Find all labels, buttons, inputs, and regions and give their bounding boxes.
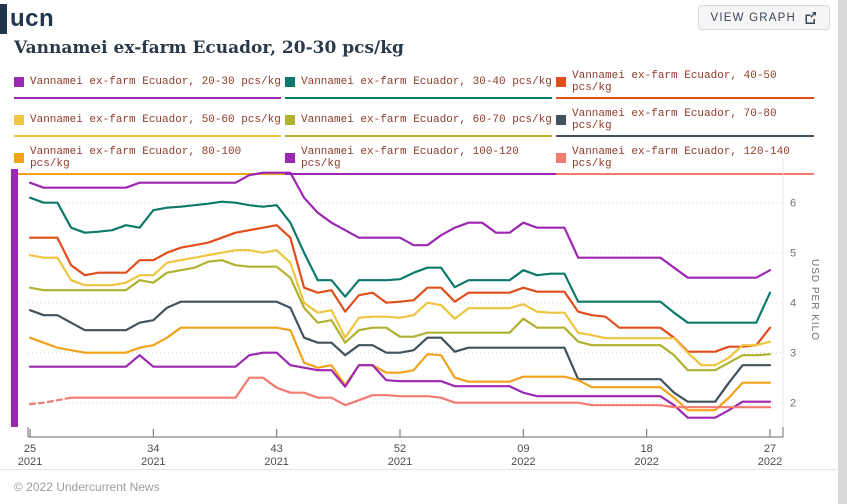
- x-tick-week-43-2021: 43: [271, 443, 283, 455]
- legend-label-30-40: Vannamei ex-farm Ecuador, 30-40 pcs/kg: [301, 76, 552, 88]
- page-title: Vannamei ex-farm Ecuador, 20-30 pcs/kg: [14, 38, 404, 58]
- series-line-50-60[interactable]: [28, 249, 772, 367]
- x-tick-year-25-2021: 2021: [18, 456, 42, 468]
- ucn-logo[interactable]: ucn: [0, 4, 54, 34]
- legend-item-30-40[interactable]: Vannamei ex-farm Ecuador, 30-40 pcs/kg: [285, 70, 552, 99]
- x-tick-week-34-2021: 34: [147, 443, 159, 455]
- y-tick-label-2: 2: [790, 398, 796, 410]
- legend-swatch-20-30: [14, 77, 24, 87]
- legend-label-120-140: Vannamei ex-farm Ecuador, 120-140 pcs/kg: [572, 146, 790, 170]
- x-tick-week-27-2022: 27: [764, 443, 776, 455]
- legend-label-70-80: Vannamei ex-farm Ecuador, 70-80 pcs/kg: [572, 108, 777, 132]
- legend-label-60-70: Vannamei ex-farm Ecuador, 60-70 pcs/kg: [301, 114, 552, 126]
- legend-item-20-30[interactable]: Vannamei ex-farm Ecuador, 20-30 pcs/kg: [14, 70, 281, 99]
- left-accent-bar: [11, 169, 18, 427]
- view-graph-label: VIEW GRAPH: [710, 11, 796, 24]
- ucn-logo-bar: [0, 4, 7, 34]
- y-axis-title: USD PER KILO: [809, 259, 820, 341]
- x-tick-year-52-2021: 2021: [388, 456, 412, 468]
- legend-label-40-50: Vannamei ex-farm Ecuador, 40-50 pcs/kg: [572, 70, 777, 94]
- series-line-60-70[interactable]: [28, 259, 772, 372]
- x-tick-week-18-2022: 18: [641, 443, 653, 455]
- legend-swatch-50-60: [14, 115, 24, 125]
- legend-item-100-120[interactable]: Vannamei ex-farm Ecuador, 100-120 pcs/kg: [285, 146, 556, 175]
- y-tick-label-3: 3: [790, 348, 796, 360]
- x-tick-year-18-2022: 2022: [634, 456, 658, 468]
- series-line-120-140[interactable]: [70, 376, 772, 409]
- series-line-30-40[interactable]: [28, 196, 772, 324]
- series-line-70-80[interactable]: [28, 300, 772, 403]
- legend-swatch-120-140: [556, 153, 566, 163]
- x-tick-year-43-2021: 2021: [264, 456, 288, 468]
- x-tick-year-27-2022: 2022: [758, 456, 782, 468]
- legend-item-60-70[interactable]: Vannamei ex-farm Ecuador, 60-70 pcs/kg: [285, 108, 552, 137]
- external-link-icon: [805, 12, 816, 24]
- legend-label-50-60: Vannamei ex-farm Ecuador, 50-60 pcs/kg: [30, 114, 281, 126]
- page-edge-strip: [838, 0, 847, 504]
- legend-label-20-30: Vannamei ex-farm Ecuador, 20-30 pcs/kg: [30, 76, 281, 88]
- legend-label-80-100: Vannamei ex-farm Ecuador, 80-100 pcs/kg: [30, 146, 242, 170]
- price-line-chart: 2345625202134202143202152202109202218202…: [11, 158, 820, 468]
- x-tick-week-09-2022: 09: [517, 443, 529, 455]
- series-line-100-120[interactable]: [28, 351, 772, 419]
- legend-item-50-60[interactable]: Vannamei ex-farm Ecuador, 50-60 pcs/kg: [14, 108, 281, 137]
- legend-label-100-120: Vannamei ex-farm Ecuador, 100-120 pcs/kg: [301, 146, 519, 170]
- legend-swatch-100-120: [285, 153, 295, 163]
- view-graph-button[interactable]: VIEW GRAPH: [697, 5, 830, 30]
- legend-item-70-80[interactable]: Vannamei ex-farm Ecuador, 70-80 pcs/kg: [556, 108, 814, 137]
- series-line-120-140-dashed[interactable]: [28, 396, 73, 406]
- x-tick-week-25-2021: 25: [24, 443, 36, 455]
- ucn-logo-text: ucn: [10, 5, 55, 32]
- copyright-text: © 2022 Undercurrent News: [14, 480, 160, 494]
- legend-swatch-70-80: [556, 115, 566, 125]
- x-tick-week-52-2021: 52: [394, 443, 406, 455]
- y-tick-label-4: 4: [790, 298, 796, 310]
- legend-swatch-40-50: [556, 77, 566, 87]
- legend-swatch-80-100: [14, 153, 24, 163]
- chart-legend: Vannamei ex-farm Ecuador, 20-30 pcs/kg Va…: [14, 70, 814, 175]
- x-tick-year-34-2021: 2021: [141, 456, 165, 468]
- footer-bar: © 2022 Undercurrent News: [0, 469, 838, 504]
- y-tick-label-5: 5: [790, 248, 796, 260]
- series-line-40-50[interactable]: [28, 224, 772, 353]
- series-line-20-30[interactable]: [28, 171, 772, 279]
- y-tick-label-6: 6: [790, 198, 796, 210]
- legend-item-120-140[interactable]: Vannamei ex-farm Ecuador, 120-140 pcs/kg: [556, 146, 814, 175]
- legend-item-80-100[interactable]: Vannamei ex-farm Ecuador, 80-100 pcs/kg: [14, 146, 285, 175]
- x-tick-year-09-2022: 2022: [511, 456, 535, 468]
- legend-swatch-60-70: [285, 115, 295, 125]
- legend-swatch-30-40: [285, 77, 295, 87]
- series-line-80-100[interactable]: [28, 326, 772, 412]
- legend-item-40-50[interactable]: Vannamei ex-farm Ecuador, 40-50 pcs/kg: [556, 70, 814, 99]
